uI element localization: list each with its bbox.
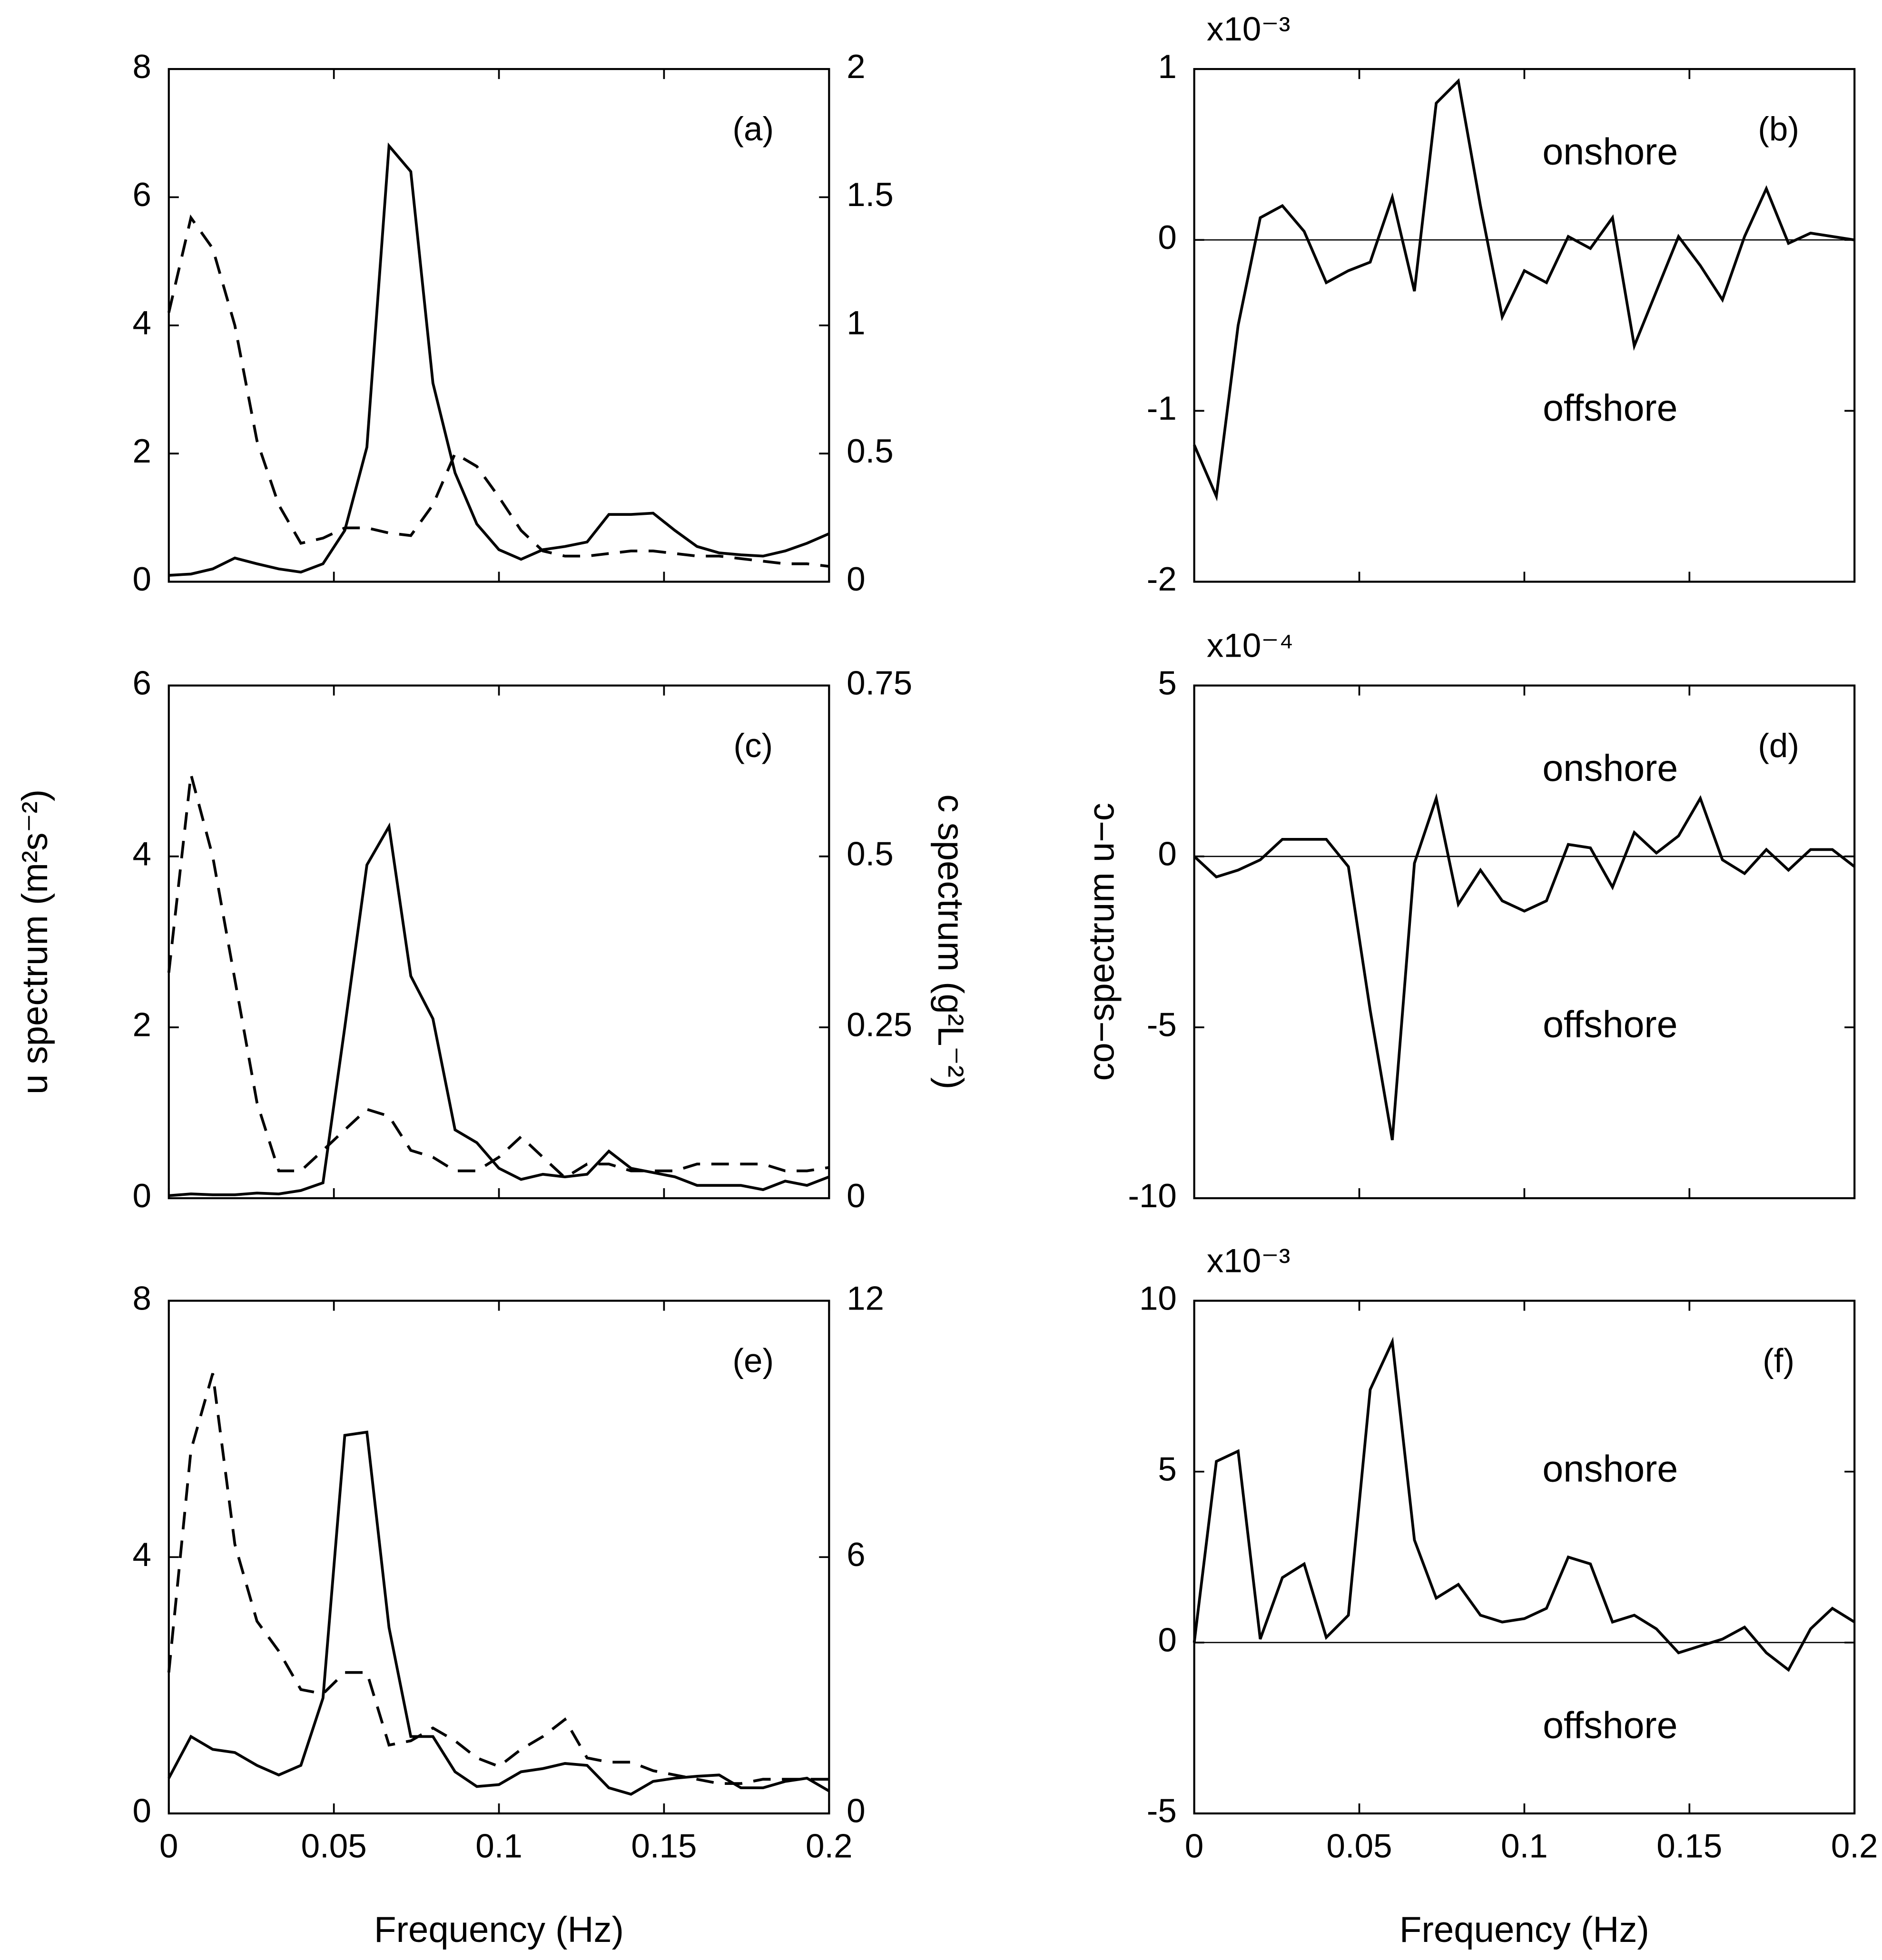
x-tick-label: 0	[159, 1827, 178, 1865]
y-tick-label: 2	[133, 1006, 151, 1044]
annotation: onshore	[1542, 1448, 1678, 1490]
x-tick-label: 0.15	[631, 1827, 697, 1865]
y2-tick-label: 1	[847, 305, 865, 342]
axis-multiplier: x10⁻³	[1207, 10, 1290, 48]
y-tick-label: 6	[133, 176, 151, 214]
y2-tick-label: 0.5	[847, 433, 894, 470]
y-tick-label: 5	[1158, 664, 1176, 702]
y-tick-label: 6	[133, 664, 151, 702]
x-tick-label: 0.1	[1501, 1827, 1548, 1865]
y2-tick-label: 0	[847, 1793, 865, 1830]
panel-label: (d)	[1758, 727, 1799, 765]
panel-label: (b)	[1758, 110, 1799, 148]
axis-multiplier: x10⁻³	[1207, 1242, 1290, 1280]
series-line	[1193, 793, 1855, 1141]
x-tick-label: 0.2	[1831, 1827, 1878, 1865]
annotation: onshore	[1542, 130, 1678, 172]
y2-axis-label: c spectrum (g²L⁻²)	[930, 794, 971, 1089]
y-tick-label: -10	[1128, 1177, 1177, 1215]
y-tick-label: 8	[133, 48, 151, 86]
y-axis-label: u spectrum (m²s⁻²)	[15, 789, 55, 1094]
series-line	[168, 822, 830, 1197]
axis-multiplier: x10⁻⁴	[1207, 627, 1293, 665]
y2-tick-label: 0	[847, 1177, 865, 1215]
axes-frame	[1193, 1300, 1856, 1815]
y2-tick-label: 0.75	[847, 664, 912, 702]
panel-label: (f)	[1763, 1342, 1794, 1380]
y-tick-label: 8	[133, 1280, 151, 1317]
y-tick-label: 0	[1158, 219, 1176, 256]
series-line	[168, 1430, 830, 1796]
x-axis-label: Frequency (Hz)	[374, 1910, 624, 1950]
y-tick-label: 0	[1158, 1622, 1176, 1659]
y-tick-label: 5	[1158, 1450, 1176, 1488]
panel-label: (e)	[732, 1342, 774, 1380]
y-tick-label: -5	[1147, 1006, 1177, 1044]
axes-frame	[168, 684, 830, 1200]
x-axis-label: Frequency (Hz)	[1399, 1910, 1649, 1950]
annotation: offshore	[1543, 387, 1677, 429]
x-tick-label: 0.2	[806, 1827, 853, 1865]
y-tick-label: 0	[1158, 836, 1176, 873]
series-line	[167, 214, 829, 568]
y-tick-label: 2	[133, 433, 151, 470]
y-tick-label: -5	[1147, 1793, 1177, 1830]
y-tick-label: 4	[133, 1536, 151, 1574]
x-tick-label: 0.05	[301, 1827, 367, 1865]
x-tick-label: 0.05	[1326, 1827, 1392, 1865]
y-tick-label: -2	[1147, 561, 1177, 598]
y2-tick-label: 1.5	[847, 176, 894, 214]
y-tick-label: 1	[1158, 48, 1176, 86]
y2-tick-label: 12	[847, 1280, 884, 1317]
series-line	[167, 774, 829, 1180]
y-tick-label: 10	[1139, 1280, 1177, 1317]
y-tick-label: 0	[133, 561, 151, 598]
y-tick-label: 4	[133, 305, 151, 342]
panel-label: (c)	[733, 727, 773, 765]
series-line	[1192, 78, 1855, 502]
x-tick-label: 0.1	[475, 1827, 522, 1865]
series-line	[168, 142, 830, 577]
series-line	[167, 1373, 829, 1785]
y2-tick-label: 0.25	[847, 1006, 912, 1044]
y-tick-label: 0	[133, 1177, 151, 1215]
annotation: onshore	[1542, 747, 1678, 789]
axes-frame	[1193, 68, 1856, 583]
panel-label: (a)	[732, 110, 774, 148]
y2-tick-label: 0	[847, 561, 865, 598]
axes-frame	[1193, 684, 1856, 1200]
y2-tick-label: 0.5	[847, 836, 894, 873]
x-tick-label: 0	[1185, 1827, 1203, 1865]
y-axis-label: co−spectrum u−c	[1082, 803, 1122, 1081]
y2-tick-label: 2	[847, 48, 865, 86]
axes-frame	[168, 1300, 830, 1815]
axes-frame	[168, 68, 830, 583]
x-tick-label: 0.15	[1656, 1827, 1722, 1865]
series-line	[1192, 1337, 1855, 1672]
y-tick-label: -1	[1147, 390, 1177, 427]
y-tick-label: 0	[133, 1793, 151, 1830]
annotation: offshore	[1543, 1004, 1677, 1045]
annotation: offshore	[1543, 1704, 1677, 1746]
y2-tick-label: 6	[847, 1536, 865, 1574]
y-tick-label: 4	[133, 836, 151, 873]
